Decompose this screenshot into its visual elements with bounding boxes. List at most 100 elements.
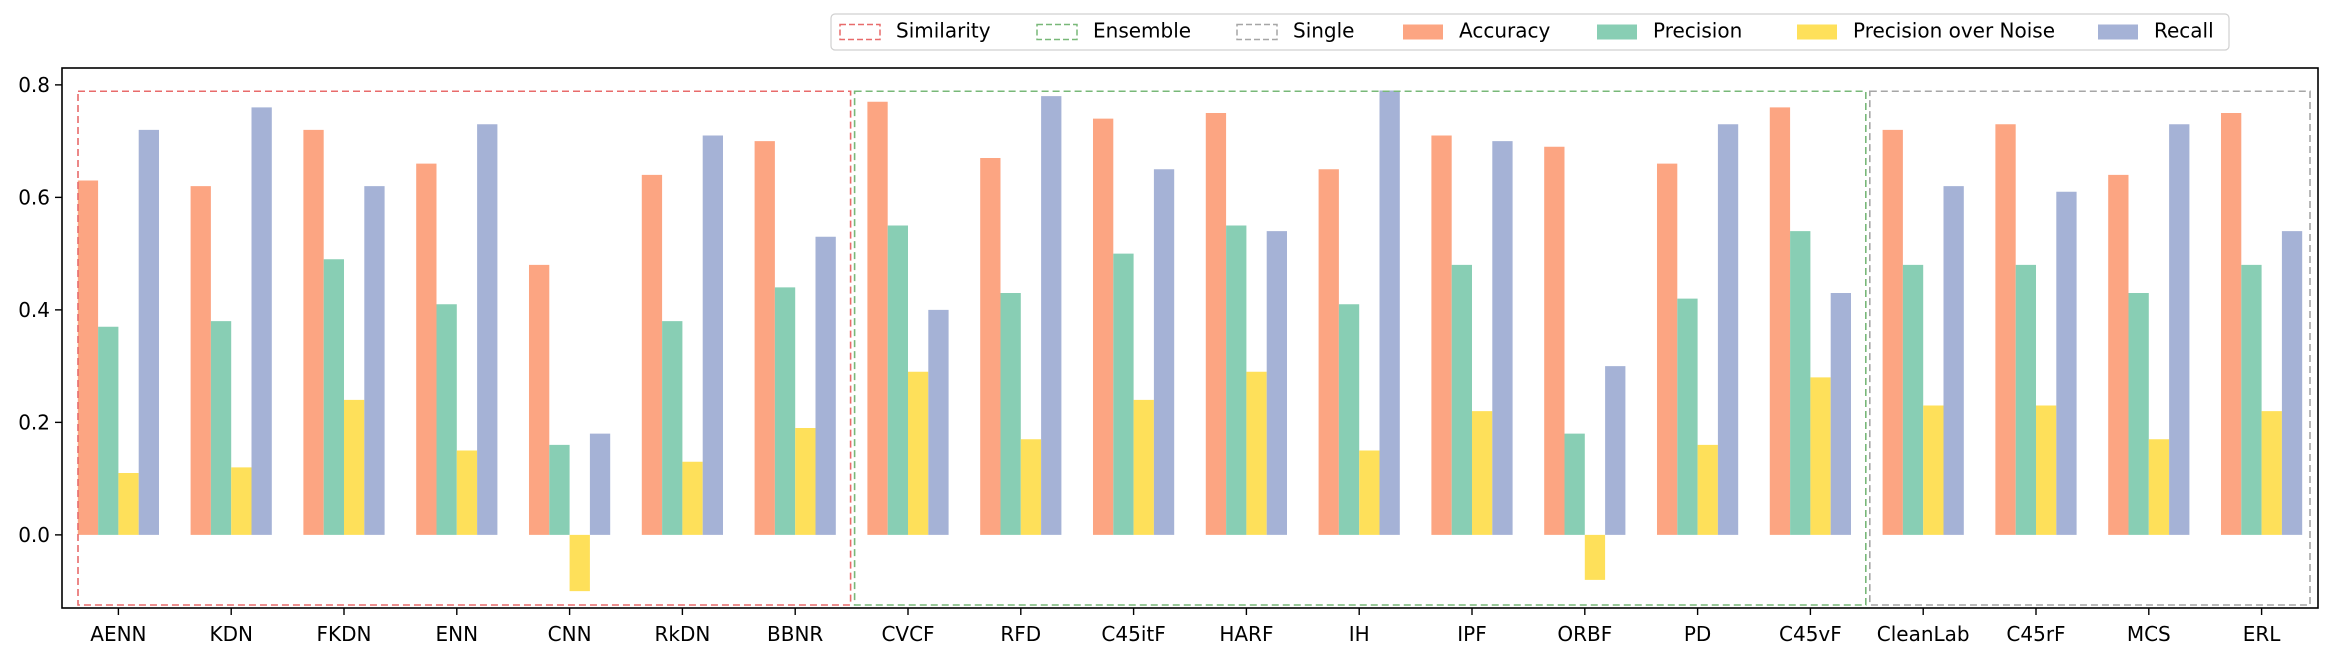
- bar-accuracy-fkdn: [303, 129, 324, 535]
- bar-recall-harf: [1266, 231, 1287, 535]
- legend-swatch-similarity: [839, 23, 881, 41]
- bar-accuracy-kdn: [190, 186, 211, 535]
- bar-accuracy-cnn: [528, 264, 550, 535]
- bar-precision-over-noise-c45rf: [2036, 405, 2057, 535]
- bar-recall-mcs: [2169, 124, 2190, 535]
- y-tick-label: 0.8: [18, 73, 50, 97]
- bar-accuracy-cleanlab: [1882, 129, 1903, 535]
- bar-precision-c45itf: [1113, 253, 1134, 535]
- x-tick-label-cnn: CNN: [548, 622, 592, 646]
- legend-label-precision-over-noise: Precision over Noise: [1853, 19, 2055, 43]
- bar-recall-ipf: [1492, 141, 1513, 535]
- bar-precision-over-noise-cnn: [569, 534, 590, 592]
- legend-label-single: Single: [1293, 19, 1354, 43]
- bar-recall-cleanlab: [1943, 186, 1964, 535]
- bar-recall-enn: [477, 124, 498, 535]
- bar-accuracy-pd: [1656, 163, 1678, 535]
- x-tick-label-rfd: RFD: [1000, 622, 1041, 646]
- legend-label-ensemble: Ensemble: [1093, 19, 1191, 43]
- legend-label-accuracy: Accuracy: [1459, 19, 1550, 43]
- bar-precision-over-noise-enn: [456, 450, 478, 535]
- y-tick-label: 0.0: [18, 523, 50, 547]
- bar-recall-c45vf: [1830, 293, 1851, 535]
- bar-precision-over-noise-harf: [1246, 371, 1267, 535]
- bar-recall-cnn: [589, 433, 611, 535]
- x-tick-label-bbnr: BBNR: [767, 622, 823, 646]
- bar-precision-over-noise-rfd: [1020, 439, 1042, 535]
- group-box-ensemble: [853, 90, 1867, 606]
- bar-precision-ipf: [1451, 264, 1472, 535]
- bar-accuracy-harf: [1205, 113, 1227, 535]
- bar-precision-bbnr: [774, 287, 796, 535]
- legend-frame: [830, 13, 2230, 51]
- bar-accuracy-aenn: [77, 180, 99, 535]
- bar-accuracy-mcs: [2108, 174, 2129, 535]
- bar-precision-over-noise-ih: [1359, 450, 1380, 535]
- bar-recall-ih: [1379, 90, 1400, 535]
- x-tick-label-ipf: IPF: [1457, 622, 1486, 646]
- bars-layer: [77, 90, 2303, 592]
- bar-precision-over-noise-rkdn: [682, 461, 703, 535]
- bar-precision-over-noise-ipf: [1472, 411, 1493, 535]
- bar-precision-pd: [1677, 298, 1698, 535]
- x-tick-label-c45rf: C45rF: [2006, 622, 2065, 646]
- plot-frame: [61, 67, 2319, 609]
- y-tick-label: 0.6: [18, 185, 50, 209]
- bar-precision-cnn: [549, 444, 570, 535]
- x-tick-label-rkdn: RkDN: [654, 622, 710, 646]
- bar-accuracy-enn: [416, 163, 437, 535]
- bar-accuracy-rkdn: [641, 174, 663, 535]
- bar-accuracy-erl: [2220, 113, 2242, 535]
- legend-swatch-recall: [2098, 24, 2138, 40]
- x-tick-label-c45itf: C45itF: [1101, 622, 1165, 646]
- bar-precision-ih: [1338, 304, 1360, 535]
- bar-precision-rfd: [1000, 293, 1021, 535]
- bar-recall-aenn: [138, 129, 159, 535]
- bar-recall-pd: [1717, 124, 1739, 535]
- bar-recall-rfd: [1041, 96, 1062, 535]
- bar-accuracy-bbnr: [754, 141, 775, 535]
- bar-precision-cleanlab: [1902, 264, 1924, 535]
- x-tick-label-c45vf: C45vF: [1779, 622, 1842, 646]
- bar-precision-erl: [2241, 264, 2262, 535]
- bar-accuracy-orbf: [1544, 146, 1565, 535]
- legend-swatch-single: [1236, 23, 1278, 41]
- group-box-similarity: [77, 90, 852, 606]
- bar-recall-erl: [2281, 231, 2303, 535]
- bar-precision-cvcf: [887, 225, 908, 535]
- bar-precision-over-noise-mcs: [2148, 439, 2170, 535]
- bar-precision-over-noise-orbf: [1584, 534, 1606, 580]
- bar-precision-orbf: [1564, 433, 1585, 535]
- bar-precision-fkdn: [323, 259, 344, 535]
- x-tick-label-fkdn: FKDN: [317, 622, 372, 646]
- bar-recall-fkdn: [364, 186, 385, 535]
- group-box-single: [1869, 90, 2311, 606]
- axes-layer: 0.0 0.2 0.4 0.6 0.8 AENN KDN FKDN ENN CNN RkDN BBNR…: [18, 67, 2319, 646]
- bar-recall-c45itf: [1153, 169, 1175, 535]
- group-boxes-layer: [77, 90, 2311, 606]
- y-tick-label: 0.4: [18, 298, 50, 322]
- legend-label-precision: Precision: [1653, 19, 1742, 43]
- legend: Similarity Ensemble Single Accuracy Precisio…: [830, 13, 2230, 51]
- bar-precision-over-noise-pd: [1697, 444, 1718, 535]
- bar-recall-orbf: [1605, 366, 1626, 535]
- bar-precision-over-noise-fkdn: [344, 399, 365, 535]
- legend-swatch-accuracy: [1403, 24, 1443, 40]
- legend-label-recall: Recall: [2154, 19, 2214, 43]
- legend-swatch-precision: [1597, 24, 1637, 40]
- legend-swatch-precision-over-noise: [1797, 24, 1837, 40]
- x-tick-label-mcs: MCS: [2127, 622, 2171, 646]
- bar-precision-over-noise-cvcf: [908, 371, 929, 535]
- bar-precision-over-noise-cleanlab: [1923, 405, 1944, 535]
- bar-accuracy-ipf: [1431, 135, 1452, 535]
- bar-accuracy-rfd: [980, 158, 1001, 535]
- bar-precision-aenn: [98, 326, 119, 535]
- bar-accuracy-c45vf: [1769, 107, 1791, 535]
- bar-precision-harf: [1226, 225, 1247, 535]
- bar-recall-c45rf: [2056, 191, 2077, 535]
- bar-precision-mcs: [2128, 293, 2149, 535]
- bar-precision-over-noise-bbnr: [795, 428, 816, 535]
- bar-precision-c45rf: [2015, 264, 2036, 535]
- bar-accuracy-c45itf: [1092, 118, 1114, 535]
- bar-recall-kdn: [251, 107, 272, 535]
